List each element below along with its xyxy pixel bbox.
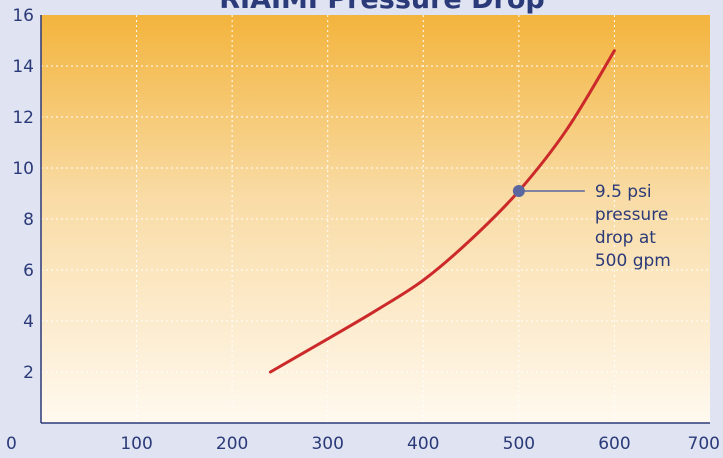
x-tick-labels: 0 100 200 300 400 500 600 700 bbox=[6, 434, 720, 454]
y-tick-label: 6 bbox=[23, 261, 34, 281]
annotation-line-2: pressure bbox=[595, 205, 668, 225]
x-tick-label: 700 bbox=[688, 434, 720, 454]
annotation-line-3: drop at bbox=[595, 228, 656, 248]
y-tick-labels: 2 4 6 8 10 12 14 16 bbox=[12, 6, 34, 383]
grid-lines bbox=[41, 15, 710, 423]
y-tick-label: 14 bbox=[12, 57, 34, 77]
x-tick-label: 600 bbox=[598, 434, 630, 454]
annotation-label: 9.5 psi pressure drop at 500 gpm bbox=[595, 182, 674, 271]
y-tick-label: 12 bbox=[12, 108, 34, 128]
x-tick-label: 500 bbox=[503, 434, 535, 454]
y-tick-label: 4 bbox=[23, 312, 34, 332]
annotation-line-4: 500 gpm bbox=[595, 251, 671, 271]
y-tick-label: 16 bbox=[12, 6, 34, 26]
annotation-line-1: 9.5 psi bbox=[595, 182, 652, 202]
x-tick-label: 200 bbox=[216, 434, 248, 454]
y-tick-label: 2 bbox=[23, 363, 34, 383]
x-tick-label: 300 bbox=[311, 434, 343, 454]
y-tick-label: 10 bbox=[12, 159, 34, 179]
y-tick-label: 8 bbox=[23, 210, 34, 230]
annotation-marker bbox=[512, 184, 525, 197]
x-tick-label: 400 bbox=[407, 434, 439, 454]
pressure-drop-line bbox=[268, 49, 616, 374]
x-tick-label: 0 bbox=[6, 434, 17, 454]
x-tick-label: 100 bbox=[120, 434, 152, 454]
chart-title: RIAIMI Pressure Drop bbox=[219, 0, 545, 15]
